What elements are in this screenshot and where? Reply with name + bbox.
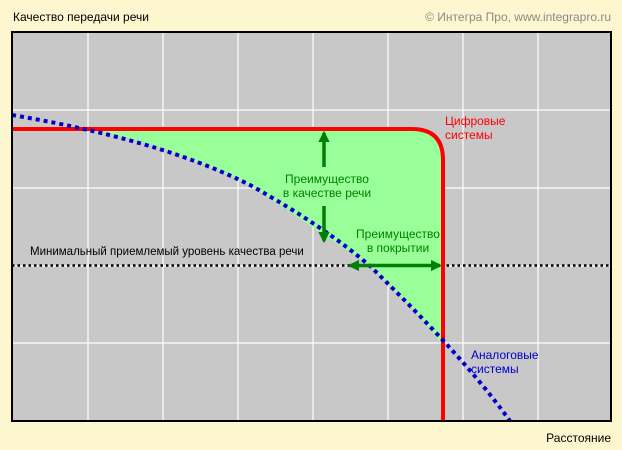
copyright-text: © Интегра Про, www.integrapro.ru: [425, 10, 611, 24]
digital-systems-label: Цифровые системы: [445, 114, 505, 142]
analog-systems-curve: [12, 113, 512, 421]
quality-label-line1: Преимущество: [285, 172, 369, 186]
coverage-label-line2: в покрытии: [366, 241, 430, 255]
threshold-label: Минимальный приемлемый уровень качества …: [30, 246, 304, 258]
plot-frame: [11, 31, 612, 422]
y-axis-title: Качество передачи речи: [13, 10, 149, 24]
quality-label-line2: в качестве речи: [282, 186, 372, 200]
analog-systems-label: Аналоговые системы: [471, 348, 539, 376]
coverage-label-line1: Преимущество: [356, 227, 440, 241]
digital-label-line2: системы: [445, 128, 493, 142]
analog-label-line1: Аналоговые: [471, 348, 539, 362]
advantage-region: [80, 129, 443, 346]
coverage-advantage-label: Преимущество в покрытии: [352, 227, 444, 255]
analog-label-line2: системы: [471, 362, 519, 376]
digital-label-line1: Цифровые: [445, 114, 506, 128]
x-axis-title: Расстояние: [546, 431, 611, 445]
quality-advantage-label: Преимущество в качестве речи: [281, 172, 373, 200]
digital-systems-curve: [12, 127, 445, 421]
plot-area: [12, 32, 611, 421]
